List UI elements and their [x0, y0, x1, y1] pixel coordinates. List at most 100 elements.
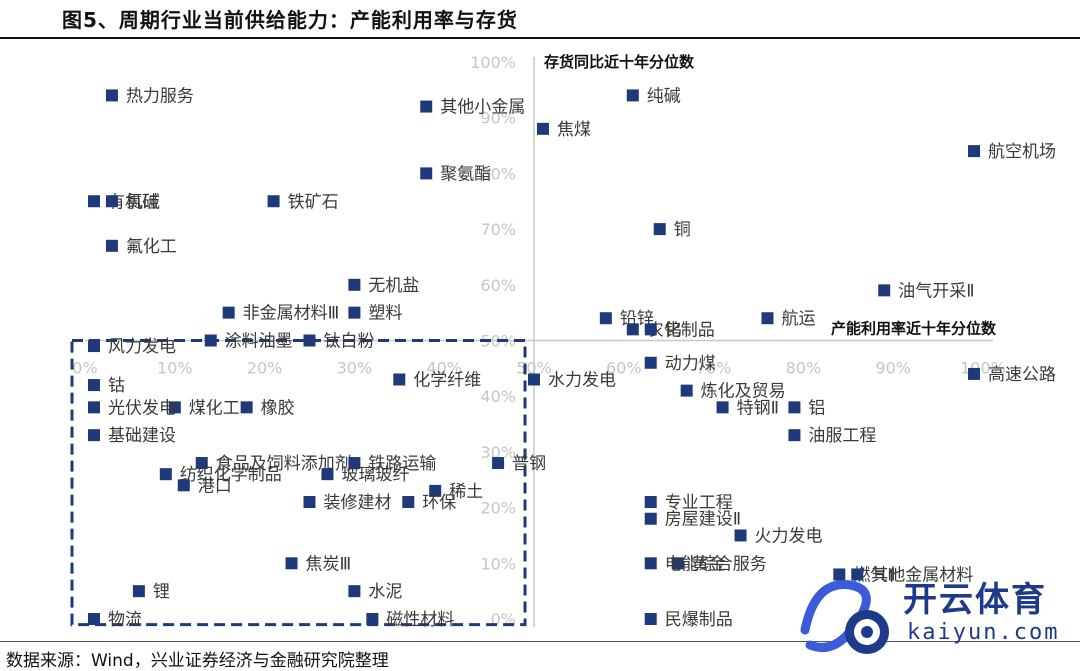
data-point-label: 油服工程	[808, 426, 876, 446]
watermark-icon	[800, 580, 889, 654]
data-point[interactable]	[402, 496, 415, 509]
data-point[interactable]	[851, 568, 864, 581]
data-point-label: 橡胶	[261, 398, 295, 418]
data-point[interactable]	[536, 122, 549, 135]
data-point-label: 水力发电	[548, 370, 616, 390]
data-point[interactable]	[878, 284, 891, 297]
data-point[interactable]	[968, 367, 981, 380]
data-point[interactable]	[644, 356, 657, 369]
data-point[interactable]	[87, 340, 100, 353]
data-point[interactable]	[240, 401, 253, 414]
data-point[interactable]	[492, 457, 505, 470]
y-tick-label: 40%	[480, 387, 516, 406]
data-point[interactable]	[87, 429, 100, 442]
data-point[interactable]	[420, 167, 433, 180]
data-point[interactable]	[420, 100, 433, 113]
data-point[interactable]	[644, 613, 657, 625]
data-point[interactable]	[204, 334, 217, 347]
data-point[interactable]	[87, 379, 100, 392]
data-point-label: 稀土	[449, 482, 483, 502]
data-point-label: 动力煤	[665, 354, 716, 374]
data-point-label: 纺织化学制品	[180, 465, 282, 485]
y-tick-label: 0%	[491, 610, 516, 629]
data-point[interactable]	[366, 613, 379, 625]
data-point[interactable]	[644, 323, 657, 336]
data-point[interactable]	[177, 479, 190, 492]
data-point[interactable]	[644, 512, 657, 525]
data-point-label: 油气开采Ⅱ	[898, 281, 974, 301]
data-point[interactable]	[168, 401, 181, 414]
data-point-label: 非金属材料Ⅲ	[243, 304, 340, 324]
data-point-label: 煤化工	[189, 398, 240, 418]
data-point[interactable]	[716, 401, 729, 414]
data-point[interactable]	[599, 312, 612, 325]
data-point-label: 光伏发电	[108, 398, 176, 418]
data-point[interactable]	[348, 278, 361, 291]
data-point[interactable]	[303, 334, 316, 347]
data-point-label: 聚氨酯	[440, 164, 491, 184]
data-point[interactable]	[195, 457, 208, 470]
data-point[interactable]	[644, 557, 657, 570]
data-point[interactable]	[348, 457, 361, 470]
data-point-label: 环保	[422, 493, 456, 513]
data-point-label: 钴	[108, 376, 125, 396]
data-point-label: 氯碱	[126, 192, 160, 212]
data-point-label: 氟化工	[126, 237, 177, 257]
data-point[interactable]	[105, 195, 118, 208]
data-point[interactable]	[528, 373, 540, 386]
y-tick-label: 70%	[480, 220, 516, 239]
data-point[interactable]	[653, 223, 666, 236]
data-point-label: 钨	[665, 320, 682, 340]
data-point[interactable]	[105, 239, 118, 252]
data-point[interactable]	[734, 529, 747, 542]
data-point-label: 专业工程	[665, 493, 733, 513]
data-point[interactable]	[348, 306, 361, 319]
data-point[interactable]	[761, 312, 774, 325]
x-tick-label: 30%	[337, 359, 373, 378]
data-point[interactable]	[132, 585, 145, 598]
data-point-label: 铝	[808, 398, 825, 418]
data-point[interactable]	[968, 145, 981, 158]
data-point[interactable]	[429, 484, 442, 497]
data-point-label: 火力发电	[755, 526, 823, 546]
data-point-label: 炼化及贸易	[701, 382, 786, 402]
data-point[interactable]	[159, 468, 172, 481]
data-point[interactable]	[303, 496, 316, 509]
data-point[interactable]	[267, 195, 280, 208]
data-point[interactable]	[105, 89, 118, 102]
data-point-label: 房屋建设Ⅱ	[665, 510, 741, 530]
data-point[interactable]	[644, 496, 657, 509]
data-point[interactable]	[87, 613, 100, 625]
x-tick-label: 70%	[696, 359, 732, 378]
data-point[interactable]	[87, 195, 100, 208]
scatter-chart: 0% 10% 20% 30% 40% 50% 60% 70% 80% 90% 100%0%10%20…	[70, 53, 1056, 630]
data-point[interactable]	[321, 468, 334, 481]
data-point-label: 食品及饲料添加剂	[216, 454, 352, 474]
data-point-label: 化学纤维	[413, 370, 481, 390]
watermark-logo: 开云体育 kaiyun.com	[795, 570, 1075, 665]
data-point[interactable]	[222, 306, 235, 319]
data-point-label: 钛白粉	[324, 332, 375, 352]
data-point[interactable]	[833, 568, 846, 581]
data-point[interactable]	[348, 585, 361, 598]
data-point[interactable]	[626, 323, 639, 336]
data-point-label: 农化制品	[647, 320, 715, 340]
data-point[interactable]	[285, 557, 298, 570]
data-point-label: 玻璃玻纤	[341, 465, 409, 485]
data-point[interactable]	[788, 401, 801, 414]
data-point[interactable]	[788, 429, 801, 442]
data-point[interactable]	[671, 557, 684, 570]
title-divider	[0, 37, 1080, 39]
y-tick-label: 20%	[480, 499, 516, 518]
data-point[interactable]	[680, 384, 693, 397]
data-point-label: 装修建材	[324, 493, 392, 513]
y-tick-label: 10%	[480, 554, 516, 573]
data-point-label: 磁性材料	[386, 610, 454, 630]
x-tick-label: 0%	[72, 359, 97, 378]
data-point-label: 物流	[108, 610, 142, 630]
x-tick-label: 20%	[247, 359, 283, 378]
data-point[interactable]	[87, 401, 100, 414]
data-point[interactable]	[626, 89, 639, 102]
x-tick-label: 80%	[786, 359, 822, 378]
data-point[interactable]	[393, 373, 406, 386]
